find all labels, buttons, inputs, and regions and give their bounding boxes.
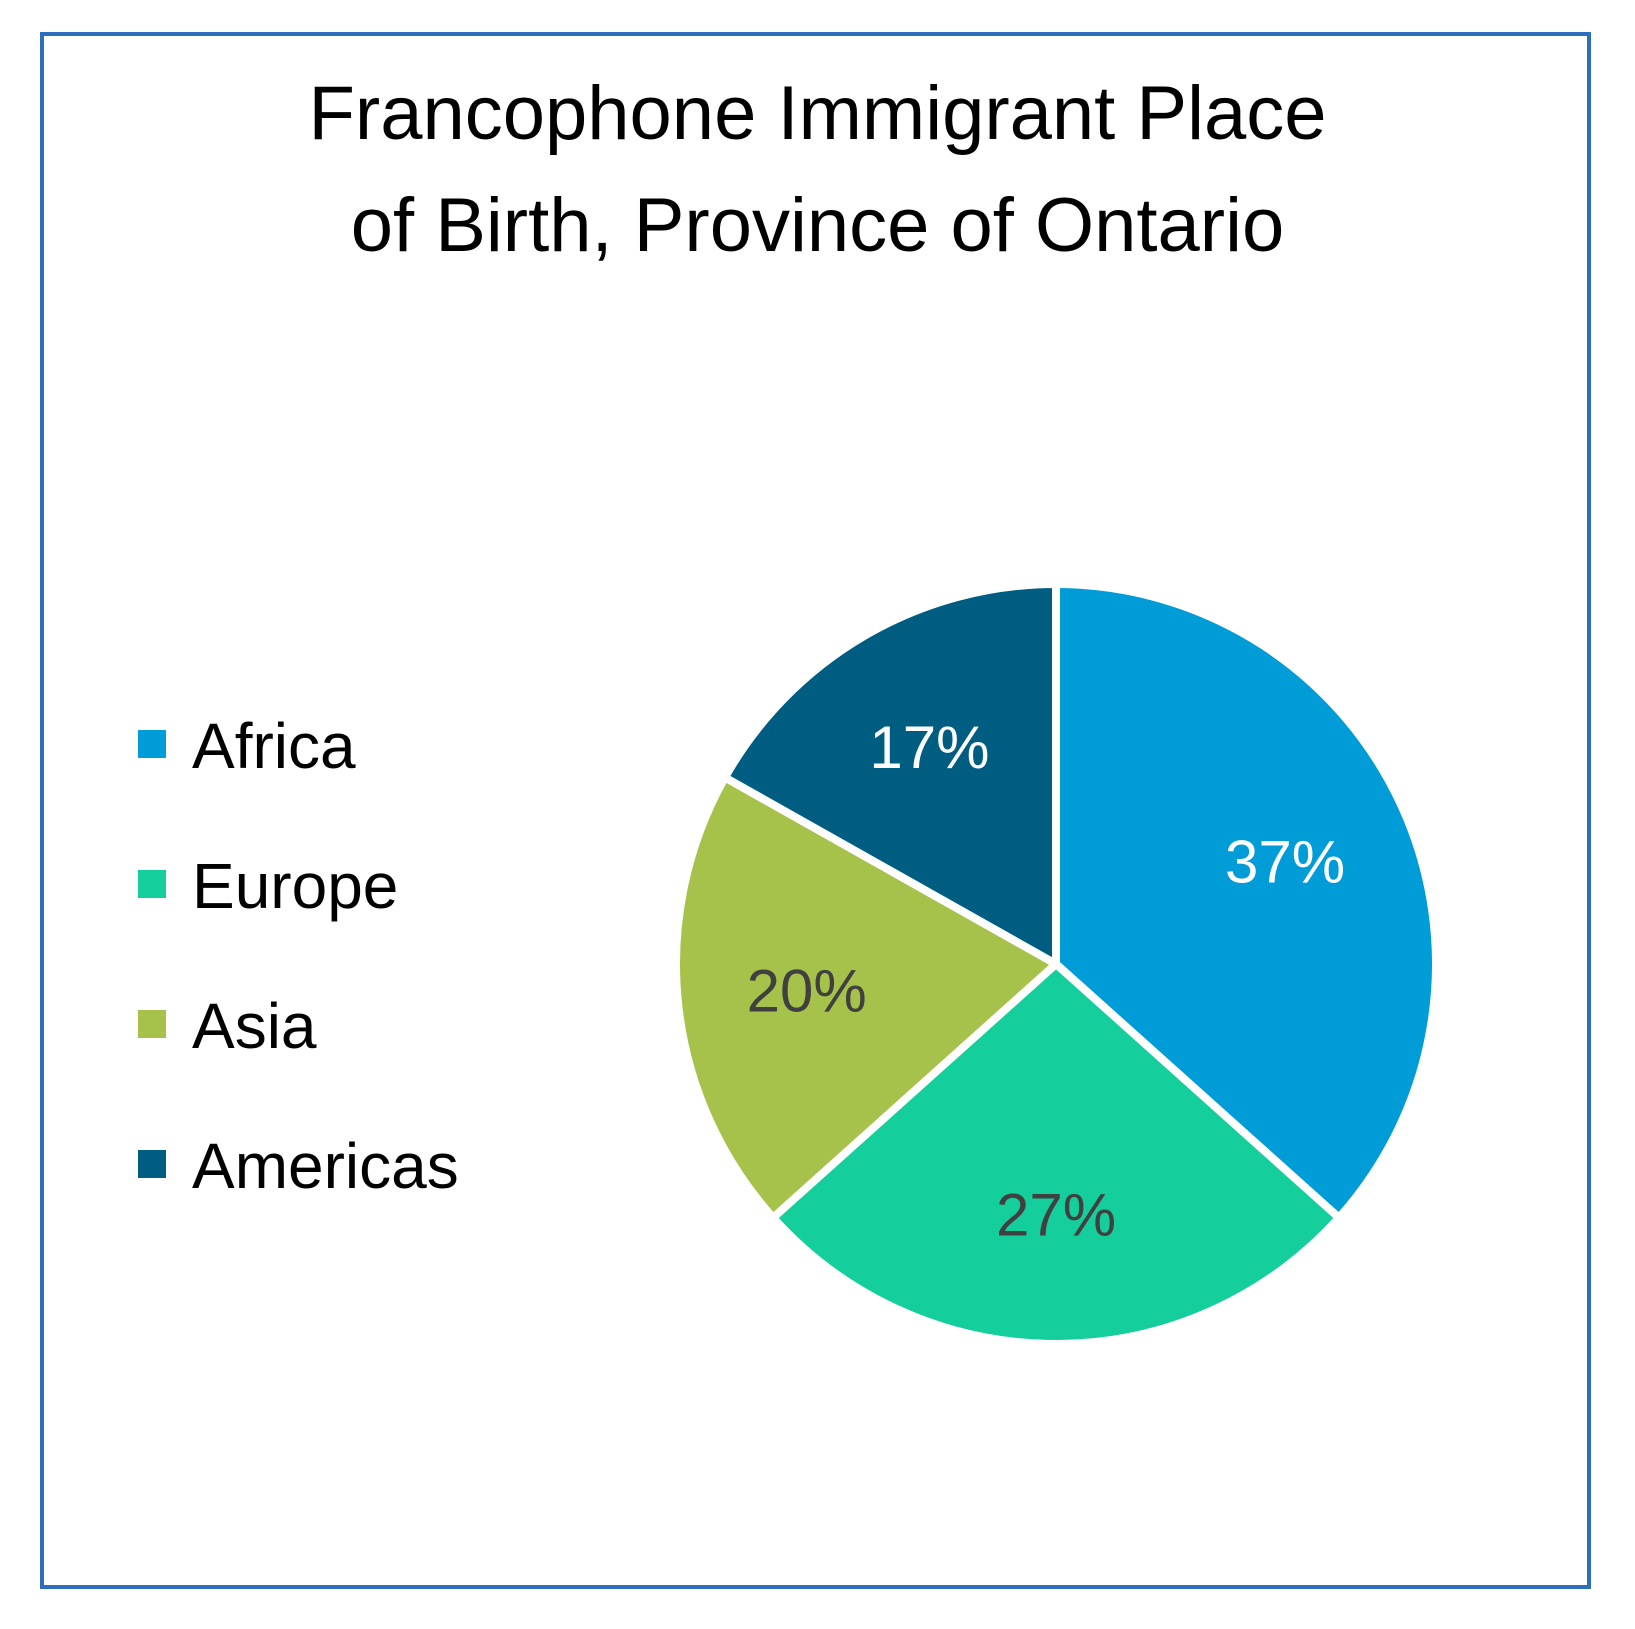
legend-swatch-europe — [138, 870, 166, 898]
pie-slice-africa — [1052, 580, 1440, 1222]
legend-swatch-africa — [138, 730, 166, 758]
chart-title: Francophone Immigrant Place of Birth, Pr… — [0, 58, 1635, 282]
chart-title-line-2: of Birth, Province of Ontario — [350, 183, 1285, 268]
legend-label-americas: Americas — [192, 1130, 459, 1202]
chart-title-line-1: Francophone Immigrant Place — [308, 71, 1327, 156]
pie-label-asia: 20% — [747, 958, 867, 1025]
pie-slice-asia — [672, 773, 1060, 1222]
pie-slice-europe — [769, 960, 1343, 1348]
pie-label-americas: 17% — [869, 714, 989, 781]
pie-label-africa: 37% — [1225, 828, 1345, 895]
pie-slice-americas — [720, 580, 1060, 968]
pie-label-europe: 27% — [996, 1181, 1116, 1248]
legend-swatch-americas — [138, 1150, 166, 1178]
legend-label-europe: Europe — [192, 850, 399, 922]
legend-label-asia: Asia — [192, 990, 317, 1062]
legend-swatch-asia — [138, 1010, 166, 1038]
legend-label-africa: Africa — [192, 710, 356, 782]
